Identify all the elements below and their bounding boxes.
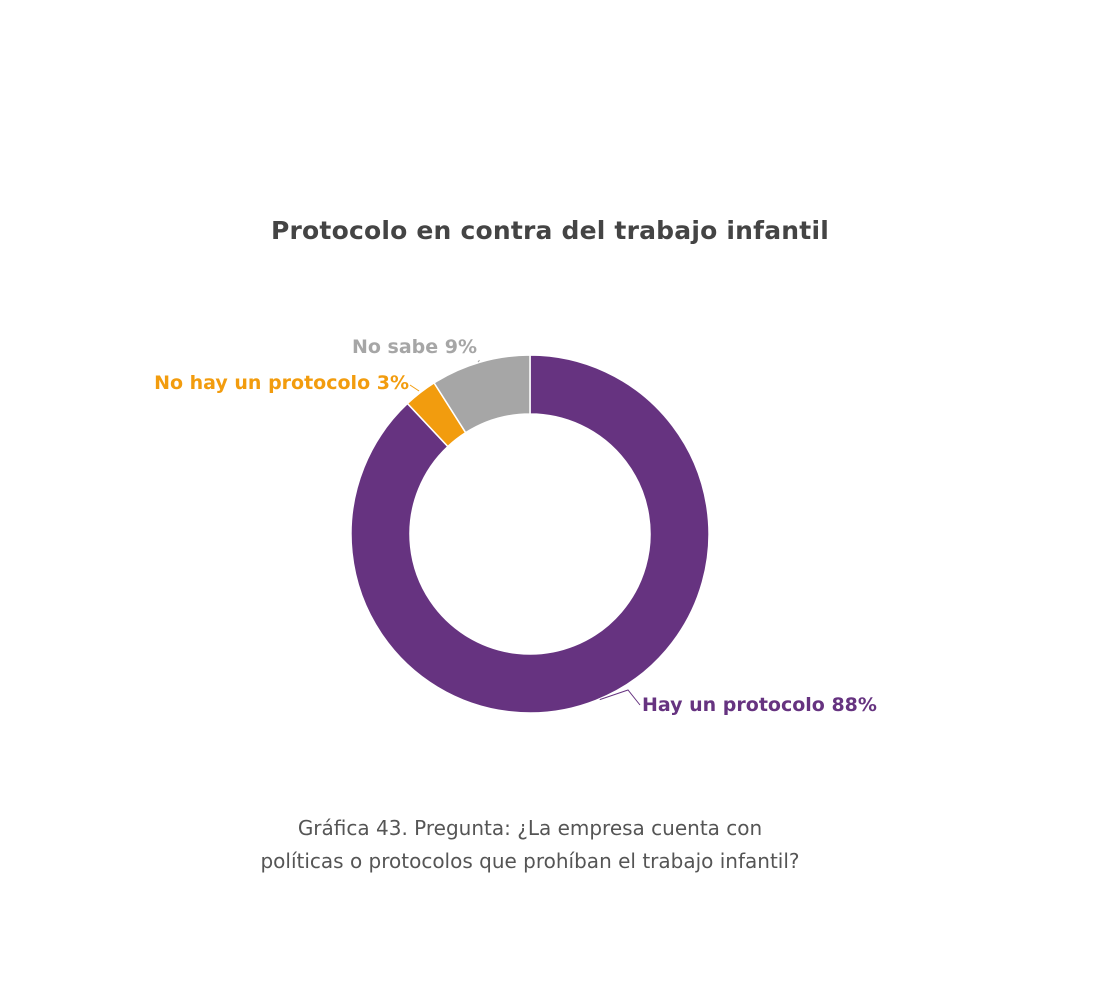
slice-label: Hay un protocolo 88%: [642, 694, 877, 716]
donut-slices: [350, 354, 710, 714]
caption-line-1: Gráfica 43. Pregunta: ¿La empresa cuenta…: [297, 816, 763, 840]
donut-slice: [350, 354, 710, 714]
donut-slice: [433, 354, 531, 434]
figure-caption: Gráfica 43. Pregunta: ¿La empresa cuenta…: [0, 812, 1060, 878]
slice-labels: Hay un protocolo 88% No hay un protocolo …: [154, 336, 877, 716]
leader-line: [409, 384, 420, 392]
slice-label: No hay un protocolo 3%: [154, 372, 409, 394]
slice-label: No sabe 9%: [352, 336, 477, 358]
leader-line: [477, 359, 480, 363]
chart-title: Protocolo en contra del trabajo infantil: [271, 216, 829, 245]
leader-line: [599, 689, 641, 706]
caption-line-2: políticas o protocolos que prohíban el t…: [260, 849, 800, 873]
leader-lines: [409, 359, 641, 706]
